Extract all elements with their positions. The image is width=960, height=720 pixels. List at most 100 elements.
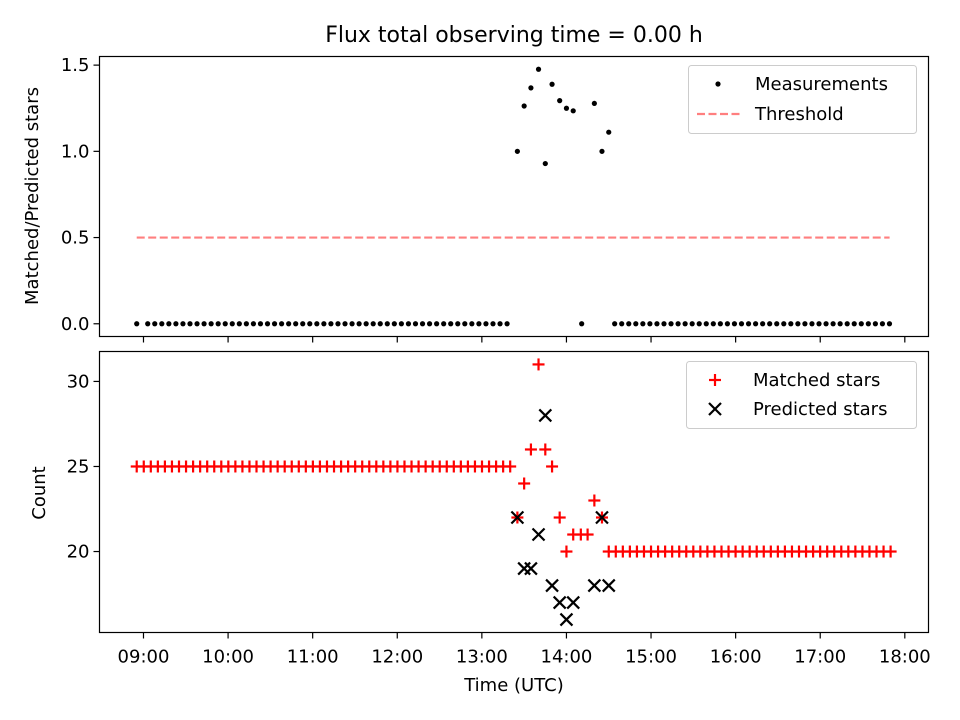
measurement-point	[844, 321, 850, 327]
predicted-star-point	[531, 527, 546, 542]
measurement-point	[152, 321, 158, 327]
measurement-point	[243, 321, 249, 327]
legend-predicted-stars-marker	[708, 402, 722, 416]
x-tick-label: 14:00	[541, 647, 593, 668]
measurement-point	[145, 321, 151, 327]
measurement-point	[745, 321, 752, 327]
y-tick-label: 0.5	[61, 228, 90, 249]
legend-predicted-stars-label: Predicted stars	[753, 399, 887, 420]
predicted-star-point	[545, 578, 559, 593]
measurement-point	[208, 321, 214, 327]
measurement-point	[830, 321, 836, 327]
matched-star-point	[546, 460, 559, 473]
measurement-point	[606, 129, 612, 135]
measurement-point	[279, 321, 285, 327]
measurement-point	[731, 321, 738, 327]
bottom-panel-legend: Matched stars Predicted stars	[686, 361, 917, 429]
measurement-point	[434, 321, 440, 327]
measurement-point	[851, 321, 857, 327]
measurement-point	[222, 321, 228, 327]
measurement-point	[809, 321, 815, 327]
measurement-point	[682, 321, 688, 327]
measurement-point	[173, 321, 179, 327]
measurement-point	[767, 321, 773, 327]
measurement-point	[619, 321, 625, 327]
y-tick-label: 25	[67, 456, 90, 477]
measurement-point	[504, 321, 510, 327]
measurement-point	[314, 321, 320, 327]
measurement-point	[872, 321, 878, 327]
measurement-point	[441, 321, 447, 327]
measurement-point	[816, 321, 822, 327]
predicted-star-point	[595, 510, 609, 525]
legend-matched-stars-marker	[709, 374, 721, 386]
measurement-point	[328, 321, 334, 327]
x-tick-label: 10:00	[202, 647, 254, 668]
matched-star-point	[553, 511, 566, 524]
bottom-panel-y-axis-label: Count	[29, 466, 50, 519]
measurement-point	[342, 321, 348, 327]
measurement-point	[710, 321, 716, 327]
predicted-star-point	[587, 578, 602, 593]
measurement-point	[654, 321, 660, 327]
measurement-point	[483, 321, 489, 327]
legend-measurements-label: Measurements	[755, 74, 888, 95]
y-tick-label: 30	[67, 371, 90, 392]
measurement-point	[579, 321, 585, 327]
measurement-point	[159, 321, 165, 327]
predicted-star-point	[524, 561, 538, 576]
measurement-point	[476, 321, 482, 327]
bottom-panel: 09:00 10:00 11:00 12:00 13:00 14:00 15:00 16:00…	[29, 350, 931, 668]
bottom-panel-legend-box	[686, 361, 917, 429]
x-tick-label: 12:00	[371, 647, 423, 668]
measurement-point	[865, 321, 871, 327]
top-panel-x-ticks	[142, 336, 906, 343]
measurement-point	[391, 321, 397, 327]
matched-star-point	[539, 443, 552, 456]
measurement-point	[398, 321, 404, 327]
matched-star-point	[581, 528, 594, 541]
y-tick-label: 0.0	[61, 314, 90, 335]
bottom-panel-frame	[98, 350, 930, 634]
measurement-point	[497, 321, 503, 327]
matched-star-point	[524, 443, 537, 456]
x-tick-label: 18:00	[879, 647, 931, 668]
measurement-point	[134, 321, 140, 327]
measurement-point	[858, 321, 864, 327]
measurement-point	[194, 321, 200, 327]
measurement-point	[542, 160, 548, 167]
measurement-point	[250, 321, 257, 327]
top-panel-y-axis-label: Matched/Predicted stars	[22, 87, 43, 305]
bottom-panel-marks	[130, 358, 897, 627]
measurement-point	[384, 321, 390, 327]
measurement-point	[356, 321, 362, 327]
measurement-point	[703, 321, 709, 327]
measurement-point	[563, 105, 570, 111]
measurement-point	[201, 321, 207, 327]
matched-star-point	[588, 494, 601, 507]
measurement-point	[521, 103, 527, 109]
x-axis-label: Time (UTC)	[463, 675, 564, 696]
measurement-point	[886, 321, 893, 327]
measurement-point	[774, 321, 780, 327]
measurement-point	[187, 321, 193, 327]
measurement-point	[528, 85, 534, 91]
predicted-star-point	[538, 408, 553, 423]
measurement-point	[879, 321, 886, 327]
measurement-point	[675, 321, 681, 327]
measurement-point	[788, 321, 794, 327]
measurement-point	[640, 321, 646, 327]
measurement-point	[335, 321, 341, 327]
measurement-point	[490, 321, 496, 327]
measurement-point	[823, 321, 829, 327]
measurement-point	[462, 321, 468, 327]
measurement-point	[668, 321, 674, 327]
measurement-point	[448, 321, 454, 327]
top-panel-legend-box	[688, 65, 917, 134]
measurement-point	[166, 321, 172, 327]
measurement-point	[689, 321, 695, 327]
measurement-point	[599, 148, 605, 154]
measurement-point	[738, 321, 745, 327]
measurement-point	[717, 321, 723, 327]
